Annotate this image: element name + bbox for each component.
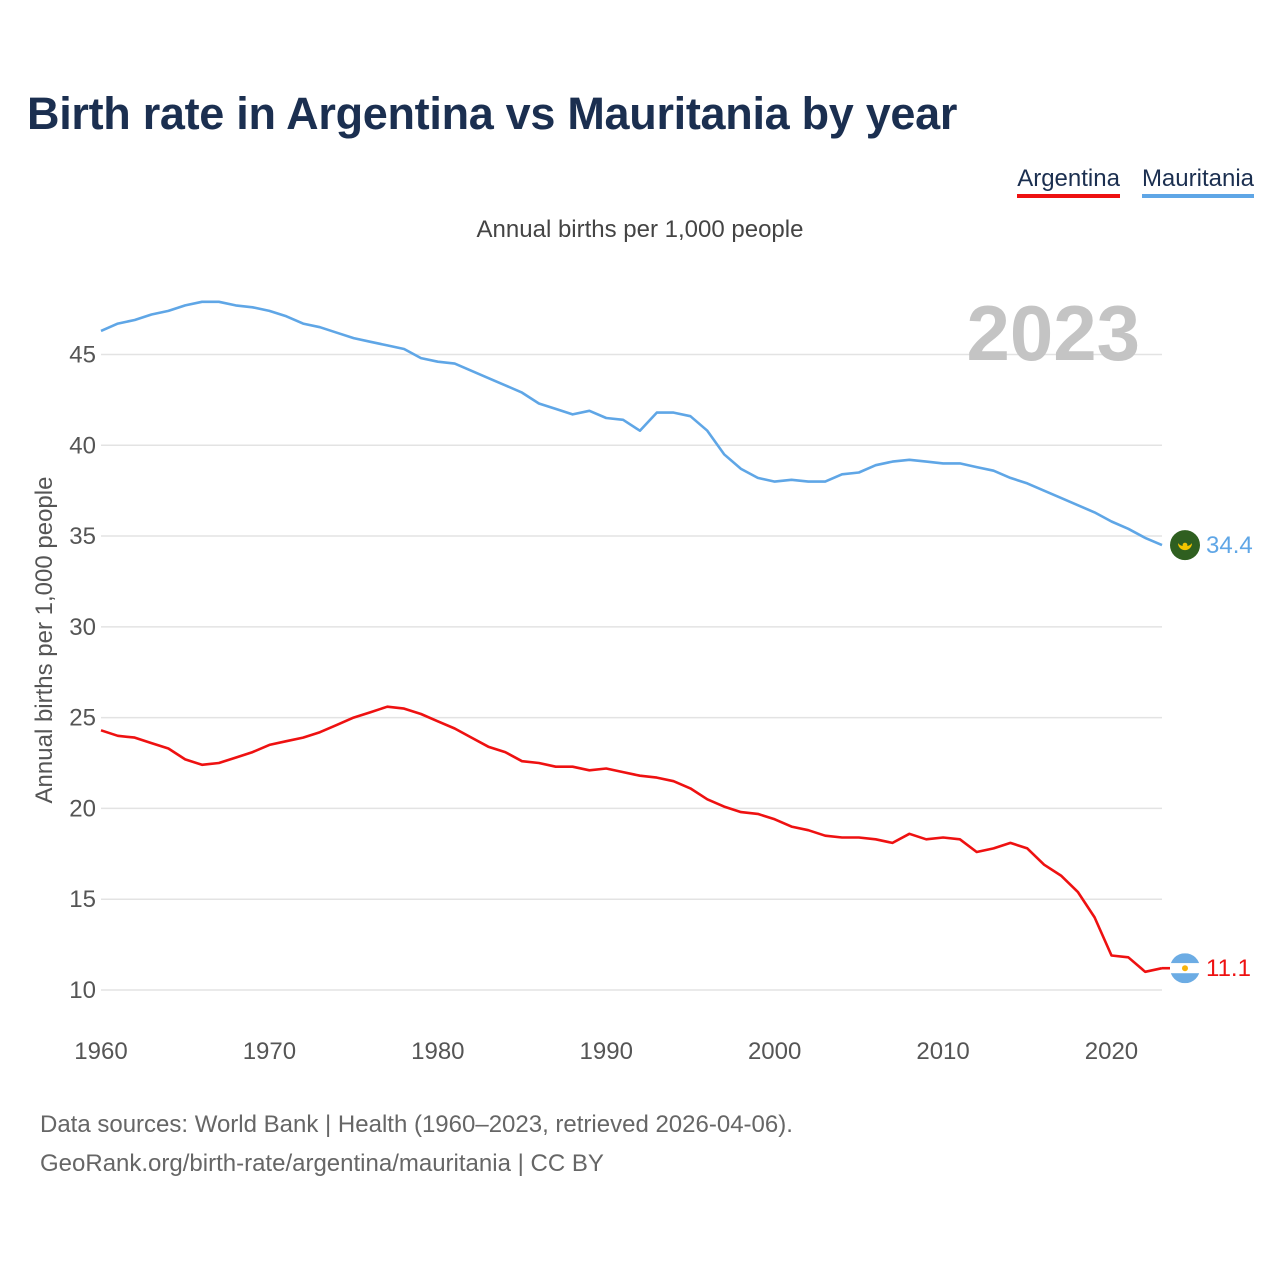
x-tick-label: 1980 <box>411 1038 464 1065</box>
series-line-mauritania <box>100 300 1163 547</box>
argentina-flag-icon <box>1170 953 1200 984</box>
y-tick-label: 35 <box>69 523 96 550</box>
x-tick-label: 2020 <box>1085 1038 1138 1065</box>
page-title: Birth rate in Argentina vs Mauritania by… <box>27 88 958 139</box>
series-line-argentina <box>100 705 1163 974</box>
y-tick-label: 45 <box>69 341 96 368</box>
y-tick-label: 40 <box>69 432 96 459</box>
x-tick-label: 2000 <box>748 1038 801 1065</box>
legend: Argentina Mauritania <box>1017 165 1254 198</box>
gridlines <box>101 353 1162 991</box>
y-tick-label: 15 <box>69 886 96 913</box>
x-tick-label: 1970 <box>243 1038 296 1065</box>
x-tick-label: 1990 <box>580 1038 633 1065</box>
year-watermark: 2023 <box>966 289 1140 377</box>
argentina-end-value: 11.1 <box>1206 955 1251 982</box>
legend-item-argentina[interactable]: Argentina <box>1017 165 1120 198</box>
x-axis-ticks: 1960 1970 1980 1990 2000 2010 2020 <box>74 1038 1138 1065</box>
footer-attribution: GeoRank.org/birth-rate/argentina/maurita… <box>40 1150 604 1177</box>
footer: Data sources: World Bank | Health (1960–… <box>40 1105 793 1183</box>
y-axis-ticks: 10 15 20 25 30 35 40 45 <box>69 341 96 1004</box>
y-axis-label: Annual births per 1,000 people <box>31 477 58 804</box>
footer-sources: Data sources: World Bank | Health (1960–… <box>40 1111 793 1138</box>
legend-item-mauritania[interactable]: Mauritania <box>1141 165 1254 198</box>
y-tick-label: 25 <box>69 705 96 732</box>
y-tick-label: 30 <box>69 614 96 641</box>
x-tick-label: 1960 <box>74 1038 127 1065</box>
y-tick-label: 10 <box>69 977 96 1004</box>
chart-subtitle: Annual births per 1,000 people <box>476 216 804 243</box>
mauritania-flag-icon <box>1170 530 1200 561</box>
mauritania-end-value: 34.4 <box>1206 532 1253 559</box>
series-lines <box>100 300 1170 974</box>
x-tick-label: 2010 <box>916 1038 969 1065</box>
y-tick-label: 20 <box>69 795 96 822</box>
